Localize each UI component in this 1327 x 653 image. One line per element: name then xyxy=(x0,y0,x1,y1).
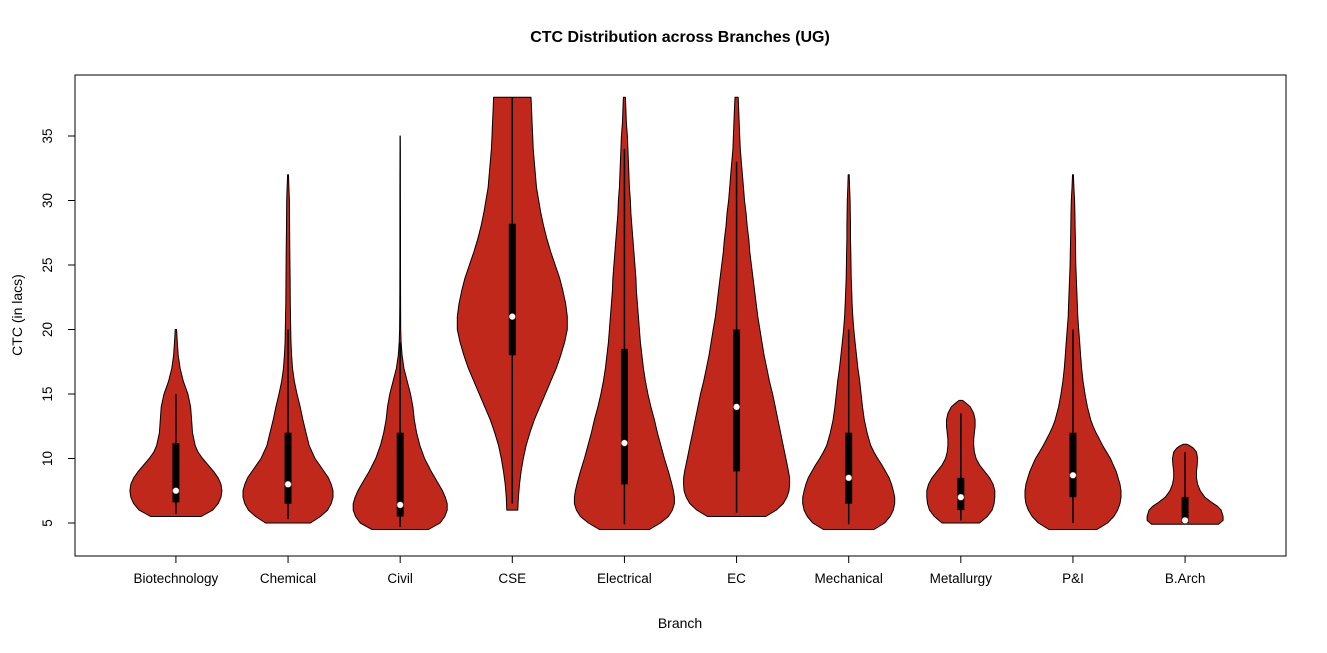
x-axis-title: Branch xyxy=(658,615,702,631)
iqr-box-chemical xyxy=(284,432,292,504)
y-tick-label: 5 xyxy=(40,519,55,527)
y-tick-label: 20 xyxy=(40,322,55,337)
iqr-box-b-arch xyxy=(1181,497,1189,523)
iqr-box-electrical xyxy=(620,348,628,485)
y-tick-label: 25 xyxy=(40,257,55,272)
median-dot-mechanical xyxy=(845,474,853,482)
median-dot-p-i xyxy=(1069,471,1077,479)
x-tick-label: Chemical xyxy=(260,571,316,586)
y-tick-label: 35 xyxy=(40,128,55,143)
y-tick-label: 30 xyxy=(40,193,55,208)
median-dot-chemical xyxy=(284,480,292,488)
chart-title: CTC Distribution across Branches (UG) xyxy=(530,29,830,46)
x-tick-label: Biotechnology xyxy=(134,571,219,586)
median-dot-ec xyxy=(733,403,741,411)
y-tick-label: 15 xyxy=(40,386,55,401)
x-tick-label: Electrical xyxy=(597,571,652,586)
x-tick-label: Metallurgy xyxy=(930,571,993,586)
iqr-box-p-i xyxy=(1069,432,1077,498)
x-tick-label: B.Arch xyxy=(1165,571,1206,586)
median-dot-cse xyxy=(508,313,516,321)
x-tick-label: P&I xyxy=(1062,571,1084,586)
median-dot-biotechnology xyxy=(172,487,180,495)
plot-area: 5 10 15 20 25 30 35 Biotechnology Chemical Civil C… xyxy=(40,74,1287,586)
y-tick-label: 10 xyxy=(40,451,55,466)
median-dot-metallurgy xyxy=(957,493,965,501)
x-tick-label: Mechanical xyxy=(815,571,883,586)
x-tick-label: CSE xyxy=(498,571,526,586)
y-axis-title: CTC (in lacs) xyxy=(9,274,25,356)
plot-border xyxy=(74,74,1287,557)
iqr-box-civil xyxy=(396,432,404,517)
x-tick-label: EC xyxy=(727,571,746,586)
median-dot-b-arch xyxy=(1181,516,1189,524)
x-tick-label: Civil xyxy=(387,571,413,586)
iqr-box-cse xyxy=(508,223,516,356)
median-dot-civil xyxy=(396,501,404,509)
violin-civil xyxy=(352,135,448,530)
iqr-box-mechanical xyxy=(845,432,853,504)
iqr-box-biotechnology xyxy=(172,443,180,503)
iqr-box-ec xyxy=(733,329,741,472)
median-dot-electrical xyxy=(620,439,628,447)
